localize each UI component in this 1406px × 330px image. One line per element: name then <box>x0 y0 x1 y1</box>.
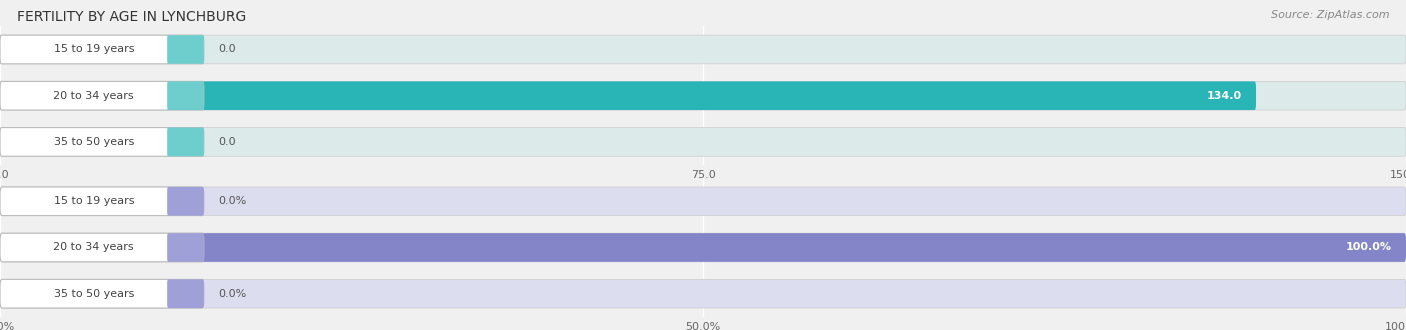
Text: 134.0: 134.0 <box>1206 91 1241 101</box>
FancyBboxPatch shape <box>0 233 204 262</box>
Text: 35 to 50 years: 35 to 50 years <box>53 137 134 147</box>
FancyBboxPatch shape <box>167 35 204 64</box>
Text: FERTILITY BY AGE IN LYNCHBURG: FERTILITY BY AGE IN LYNCHBURG <box>17 10 246 24</box>
FancyBboxPatch shape <box>0 128 204 156</box>
FancyBboxPatch shape <box>167 187 204 215</box>
Text: 100.0%: 100.0% <box>1346 243 1392 252</box>
FancyBboxPatch shape <box>0 233 1406 262</box>
FancyBboxPatch shape <box>167 128 204 156</box>
FancyBboxPatch shape <box>167 233 204 262</box>
Text: Source: ZipAtlas.com: Source: ZipAtlas.com <box>1271 10 1389 20</box>
FancyBboxPatch shape <box>0 82 1406 110</box>
Text: 20 to 34 years: 20 to 34 years <box>53 243 134 252</box>
FancyBboxPatch shape <box>0 187 1406 215</box>
FancyBboxPatch shape <box>0 280 204 308</box>
Text: 15 to 19 years: 15 to 19 years <box>53 196 134 206</box>
Text: 35 to 50 years: 35 to 50 years <box>53 289 134 299</box>
FancyBboxPatch shape <box>0 128 1406 156</box>
FancyBboxPatch shape <box>0 280 1406 308</box>
Text: 0.0%: 0.0% <box>218 289 246 299</box>
FancyBboxPatch shape <box>0 233 1406 262</box>
Text: 15 to 19 years: 15 to 19 years <box>53 45 134 54</box>
FancyBboxPatch shape <box>0 35 1406 64</box>
FancyBboxPatch shape <box>0 187 204 215</box>
FancyBboxPatch shape <box>167 280 204 308</box>
FancyBboxPatch shape <box>0 82 204 110</box>
Text: 0.0: 0.0 <box>218 137 236 147</box>
FancyBboxPatch shape <box>0 35 204 64</box>
FancyBboxPatch shape <box>0 82 1256 110</box>
Text: 0.0: 0.0 <box>218 45 236 54</box>
Text: 20 to 34 years: 20 to 34 years <box>53 91 134 101</box>
Text: 0.0%: 0.0% <box>218 196 246 206</box>
FancyBboxPatch shape <box>167 82 204 110</box>
